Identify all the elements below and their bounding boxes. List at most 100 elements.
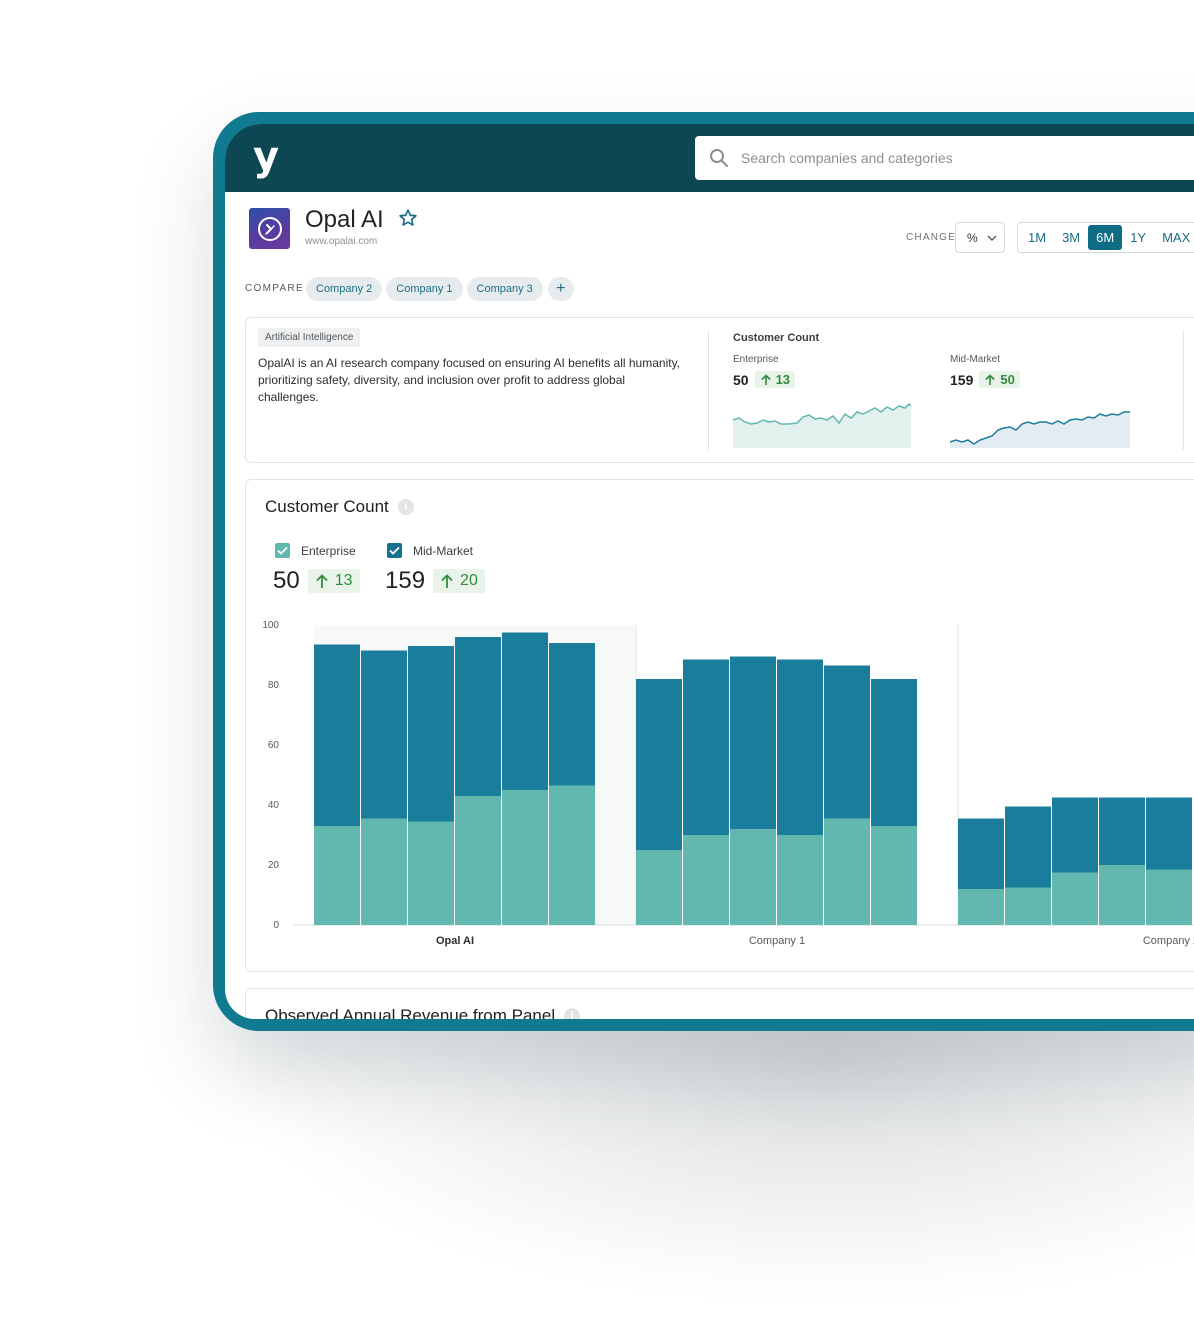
enterprise-sparkline [733, 402, 911, 448]
divider [708, 330, 709, 450]
change-select[interactable]: % [955, 222, 1005, 253]
bar-midmarket [549, 643, 595, 786]
enterprise-label: Enterprise [733, 354, 779, 365]
search-icon [710, 149, 728, 167]
bar-midmarket [958, 818, 1004, 889]
bar-enterprise [777, 835, 823, 925]
company-description: OpalAI is an AI research company focused… [258, 356, 681, 404]
range-1m-button[interactable]: 1M [1028, 230, 1047, 245]
chevron-down-icon [987, 235, 997, 241]
bar-enterprise [408, 821, 454, 925]
company-name: Opal AI [305, 206, 384, 233]
compare-label: COMPARE [245, 283, 304, 294]
midmarket-label: Mid-Market [950, 354, 1001, 365]
arrow-up-icon [985, 373, 996, 385]
compare-chip-company-2[interactable]: Company 2 [306, 277, 383, 301]
bar-enterprise [683, 835, 729, 925]
company-logo-icon [257, 216, 282, 241]
app-screen: y Opal AI www.opalai.com CHANGE % [225, 124, 1194, 1019]
search-input[interactable] [741, 150, 1194, 166]
bar-enterprise [730, 829, 776, 925]
y-tick-label: 60 [268, 740, 280, 751]
enterprise-value: 50 [733, 371, 749, 388]
range-6m-button[interactable]: 6M [1088, 225, 1123, 250]
midmarket-sparkline [950, 411, 1130, 448]
bar-midmarket [314, 644, 360, 826]
bar-midmarket [361, 650, 407, 819]
bar-enterprise [314, 826, 360, 925]
bar-midmarket [777, 659, 823, 835]
device-shadow [230, 1000, 1194, 1300]
enterprise-total-delta-badge: 13 [307, 569, 360, 593]
bar-enterprise [958, 889, 1004, 925]
x-group-label: Company 2 [1143, 935, 1194, 947]
x-group-label: Company 1 [749, 935, 805, 947]
midmarket-total-delta: 20 [460, 572, 478, 589]
enterprise-delta-badge: 13 [754, 371, 796, 388]
enterprise-delta: 13 [775, 372, 791, 387]
category-tag[interactable]: Artificial Intelligence [258, 328, 361, 347]
midmarket-value: 159 [950, 371, 974, 388]
legend-enterprise[interactable]: Enterprise [275, 543, 356, 558]
midmarket-summary: Mid-Market 159 50 [950, 354, 1140, 388]
arrow-up-icon [441, 573, 453, 588]
legend-enterprise-label: Enterprise [301, 543, 356, 558]
company-summary-card: Artificial Intelligence OpalAI is an AI … [245, 317, 1194, 463]
bar-enterprise [361, 818, 407, 925]
bar-enterprise [1052, 872, 1098, 925]
bar-midmarket [455, 637, 501, 796]
compare-chips: Company 2 Company 1 Company 3 + [306, 277, 574, 301]
customer-count-bar-chart: 0 20 40 60 80 100 Opal AI Company 1 Company 2 [262, 620, 1194, 947]
bar-midmarket [683, 659, 729, 835]
customer-count-card: Customer Count i Enterprise Mid-Market 50 [245, 479, 1194, 972]
top-navigation-bar: y [225, 124, 1194, 192]
y-tick-label: 20 [268, 860, 280, 871]
revenue-title: Observed Annual Revenue from Panel i [265, 1006, 581, 1019]
midmarket-total-value: 159 [385, 567, 426, 594]
midmarket-total: 159 20 [385, 567, 485, 595]
enterprise-total-value: 50 [273, 567, 300, 594]
company-logo [249, 208, 290, 249]
compare-chip-company-1[interactable]: Company 1 [386, 277, 463, 301]
bar-enterprise [549, 785, 595, 925]
info-icon[interactable]: i [397, 498, 414, 515]
bar-enterprise [824, 818, 870, 925]
customer-count-title: Customer Count i [265, 497, 414, 517]
range-max-button[interactable]: MAX [1162, 230, 1191, 245]
revenue-title-text: Observed Annual Revenue from Panel [265, 1006, 556, 1019]
checkbox-checked-icon[interactable] [275, 543, 290, 558]
bar-enterprise [1099, 865, 1145, 925]
add-compare-button[interactable]: + [547, 277, 574, 301]
bar-enterprise [455, 796, 501, 925]
time-range-selector: 1M 3M 6M 1Y MAX [1017, 222, 1194, 253]
x-group-label: Opal AI [436, 935, 474, 947]
checkbox-checked-icon[interactable] [387, 543, 402, 558]
legend-midmarket-label: Mid-Market [413, 543, 474, 558]
midmarket-total-delta-badge: 20 [433, 569, 485, 593]
revenue-card: Observed Annual Revenue from Panel i [245, 988, 1194, 1019]
compare-chip-company-3[interactable]: Company 3 [466, 277, 543, 301]
bar-midmarket [408, 646, 454, 822]
bar-midmarket [824, 665, 870, 819]
legend-midmarket[interactable]: Mid-Market [387, 543, 473, 558]
info-icon[interactable]: i [564, 1007, 581, 1019]
midmarket-delta-badge: 50 [979, 371, 1020, 388]
bar-midmarket [871, 679, 917, 826]
divider [1183, 330, 1184, 450]
bar-midmarket [730, 656, 776, 829]
bar-enterprise [871, 826, 917, 925]
app-logo[interactable]: y [253, 134, 279, 180]
bar-midmarket [1146, 797, 1192, 870]
range-1y-button[interactable]: 1Y [1130, 230, 1147, 245]
y-tick-label: 100 [262, 620, 279, 631]
bar-midmarket [1099, 797, 1145, 865]
enterprise-total: 50 13 [273, 567, 360, 595]
search-bar[interactable] [695, 136, 1194, 180]
star-icon[interactable] [398, 208, 418, 228]
customer-count-title-text: Customer Count [265, 497, 389, 516]
bar-midmarket [1005, 806, 1051, 888]
arrow-up-icon [760, 373, 771, 385]
range-3m-button[interactable]: 3M [1062, 230, 1081, 245]
summary-title: Customer Count [733, 332, 820, 344]
company-url[interactable]: www.opalai.com [305, 236, 378, 247]
